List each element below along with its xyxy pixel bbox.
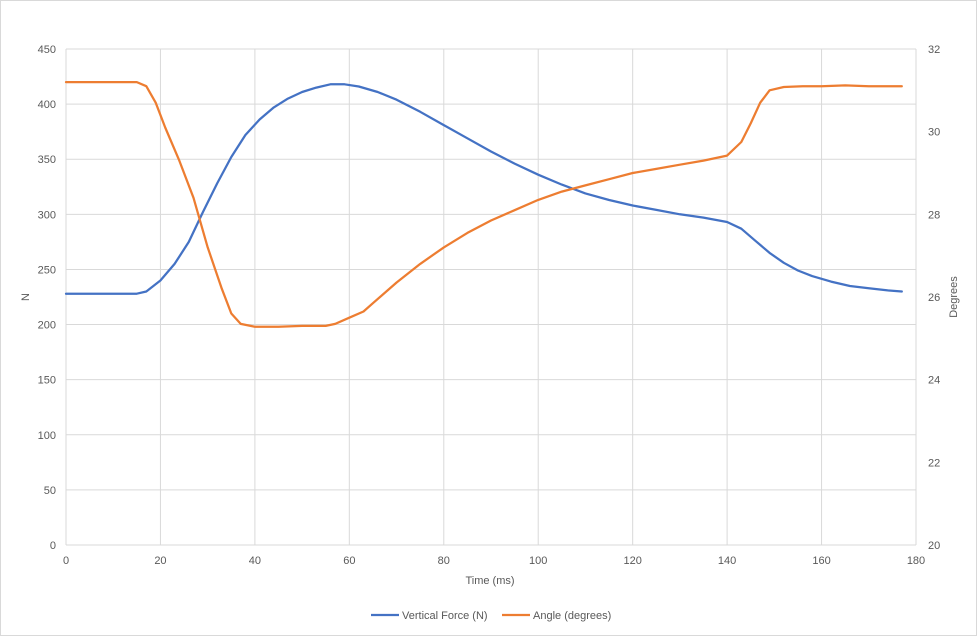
y-left-tick-label: 150 — [38, 375, 56, 387]
series-line-vertical-force — [64, 83, 903, 295]
x-axis-title: Time (ms) — [465, 575, 514, 587]
series-line-angle — [64, 80, 903, 328]
x-tick-label: 140 — [718, 555, 736, 567]
y-left-tick-label: 300 — [38, 209, 56, 221]
left-axis-ticks: 0 50 100 150 200 250 300 350 400 450 — [38, 44, 56, 552]
legend-label-vertical-force: Vertical Force (N) — [402, 610, 488, 622]
y-right-tick-label: 24 — [928, 375, 940, 387]
y-right-tick-label: 26 — [928, 292, 940, 304]
x-tick-label: 120 — [623, 555, 641, 567]
y-left-tick-label: 400 — [38, 99, 56, 111]
y-right-tick-label: 22 — [928, 457, 940, 469]
y-left-tick-label: 250 — [38, 264, 56, 276]
series-lines — [64, 80, 903, 328]
x-axis-ticks: 0 20 40 60 80 100 120 140 160 180 — [63, 555, 925, 567]
x-tick-label: 40 — [249, 555, 261, 567]
y-left-tick-label: 350 — [38, 154, 56, 166]
x-tick-label: 0 — [63, 555, 69, 567]
x-tick-label: 20 — [154, 555, 166, 567]
x-tick-label: 160 — [812, 555, 830, 567]
x-tick-label: 80 — [438, 555, 450, 567]
y-left-axis-title: N — [20, 293, 32, 301]
x-tick-label: 100 — [529, 555, 547, 567]
right-axis-ticks: 20 22 24 26 28 30 32 — [928, 44, 940, 552]
y-left-tick-label: 50 — [44, 485, 56, 497]
x-tick-label: 180 — [907, 555, 925, 567]
y-left-tick-label: 100 — [38, 430, 56, 442]
gridlines — [65, 48, 917, 546]
y-right-tick-label: 20 — [928, 540, 940, 552]
y-right-tick-label: 28 — [928, 209, 940, 221]
y-right-tick-label: 32 — [928, 44, 940, 56]
x-tick-label: 60 — [343, 555, 355, 567]
y-right-tick-label: 30 — [928, 127, 940, 139]
y-left-tick-label: 450 — [38, 44, 56, 56]
legend-label-angle: Angle (degrees) — [533, 610, 611, 622]
y-left-tick-label: 0 — [50, 540, 56, 552]
y-left-tick-label: 200 — [38, 320, 56, 332]
legend: Vertical Force (N) Angle (degrees) — [371, 610, 611, 622]
y-right-axis-title: Degrees — [948, 276, 960, 318]
